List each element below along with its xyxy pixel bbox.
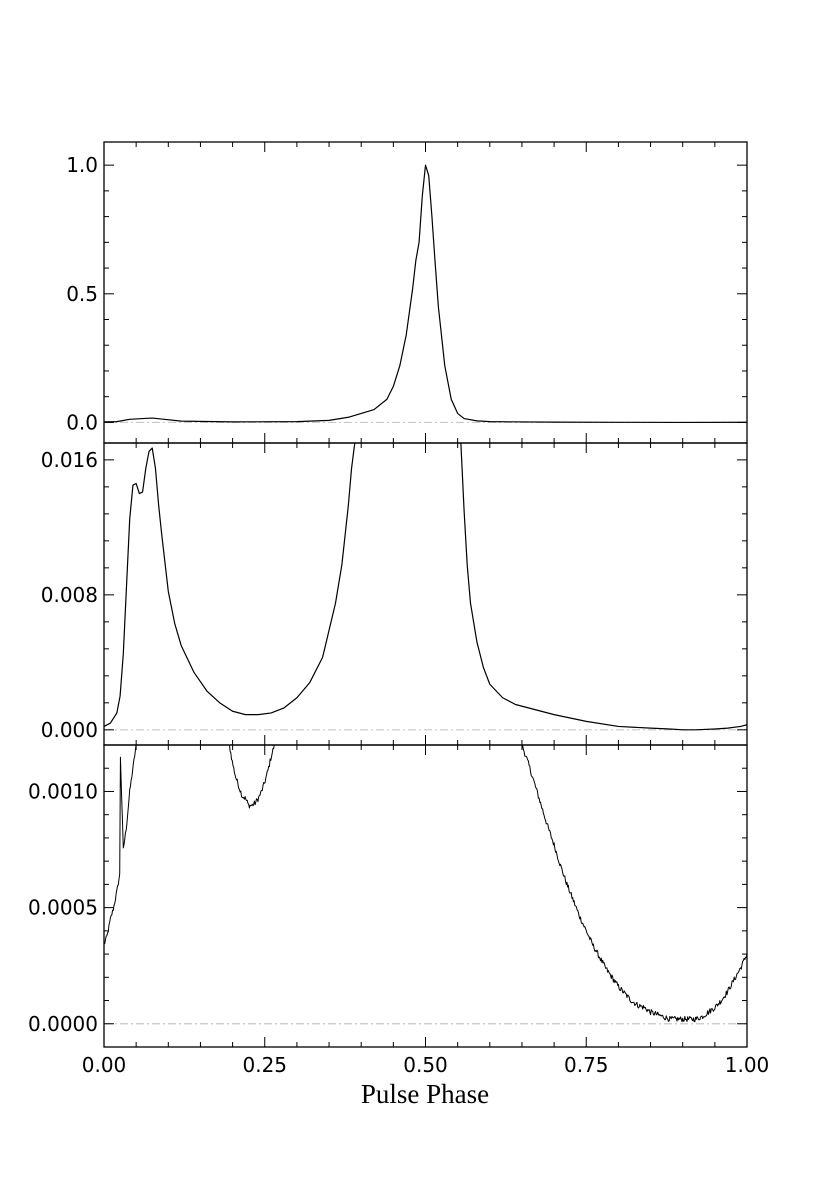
y-tick-label: 0.008	[41, 583, 98, 607]
plot-frame	[103, 744, 748, 1048]
middle-panel: 0.000 0.008 0.016	[41, 442, 748, 746]
y-tick-label: 0.0	[66, 410, 98, 434]
x-tick-label: 1.00	[725, 1053, 770, 1077]
series-line-1	[460, 443, 747, 731]
x-tick-label: 0.50	[403, 1053, 448, 1077]
top-panel: 0.0 0.5 1.0	[66, 141, 748, 444]
series-line-0	[104, 443, 356, 727]
series-line-0	[104, 745, 137, 945]
plot-frame	[103, 141, 748, 444]
series-line-0	[104, 164, 747, 424]
y-tick-label: 0.0005	[28, 896, 98, 920]
y-tick-label: 1.0	[66, 153, 98, 177]
y-tick-label: 0.000	[41, 718, 98, 742]
y-tick-label: 0.0000	[28, 1012, 98, 1036]
series-line-2	[521, 745, 747, 1023]
y-tick-label: 0.5	[66, 282, 98, 306]
bottom-panel: 0.0000 0.0005 0.0010 0.00 0.25 0.50 0.75 1.00	[28, 744, 770, 1077]
x-tick-label: 0.25	[242, 1053, 287, 1077]
y-tick-label: 0.0010	[28, 779, 98, 803]
y-tick-label: 0.016	[41, 448, 98, 472]
x-tick-label: 0.75	[564, 1053, 609, 1077]
x-tick-label: 0.00	[82, 1053, 127, 1077]
plot-frame	[103, 442, 748, 746]
series-line-1	[228, 745, 275, 809]
x-axis-label: Pulse Phase	[361, 1079, 489, 1109]
